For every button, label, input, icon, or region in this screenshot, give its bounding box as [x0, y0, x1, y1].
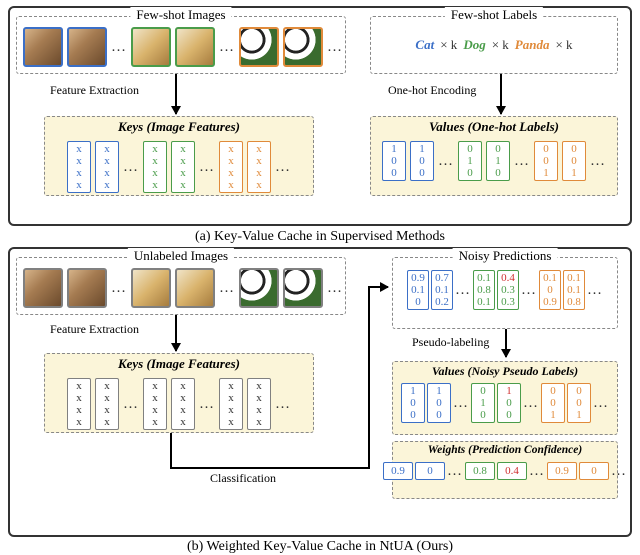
weight-cell: 0.9	[383, 462, 413, 480]
key-vec: xxxx	[219, 141, 243, 193]
key-vec: xxxx	[67, 378, 91, 430]
cat-label: Cat	[415, 37, 434, 53]
values-box-a: Values (One-hot Labels) 100 100 … 010 01…	[370, 116, 618, 196]
fewshot-images-box: Few-shot Images … … …	[16, 16, 346, 74]
panel-a: Few-shot Images … … … Few-shot Labels Ca…	[8, 6, 632, 226]
pseudo-vec: 100	[427, 383, 451, 423]
pseudo-vec: 001	[567, 383, 591, 423]
unlabeled-thumb	[23, 268, 63, 308]
unlabeled-thumb	[283, 268, 323, 308]
keys-box-b: Keys (Image Features) xxxx xxxx … xxxx x…	[44, 353, 314, 433]
arrow-seg	[170, 433, 172, 467]
xk: × k	[492, 37, 509, 53]
key-vec: xxxx	[143, 378, 167, 430]
weights-title: Weights (Prediction Confidence)	[393, 444, 617, 456]
caption-b: (b) Weighted Key-Value Cache in NtUA (Ou…	[0, 539, 640, 555]
key-vec: xxxx	[95, 141, 119, 193]
xk: × k	[440, 37, 457, 53]
pseudo-vec: 001	[541, 383, 565, 423]
dog-thumb	[175, 27, 215, 67]
dog-label: Dog	[463, 37, 485, 53]
dots: …	[111, 39, 127, 56]
noisy-vec: 0.40.30.3	[497, 270, 519, 310]
pseudo-vec: 010	[471, 383, 495, 423]
dots: …	[219, 39, 235, 56]
dog-thumb	[131, 27, 171, 67]
cat-thumb	[67, 27, 107, 67]
panda-thumb	[283, 27, 323, 67]
values-box-b: Values (Noisy Pseudo Labels) 100 100 … 0…	[392, 361, 618, 435]
noisy-preds-box: Noisy Predictions 0.90.10 0.70.10.2 … 0.…	[392, 257, 618, 329]
noisy-vec: 0.90.10	[407, 270, 429, 310]
fewshot-images-title: Few-shot Images	[130, 7, 231, 23]
onehot-vec: 100	[410, 141, 434, 181]
noisy-vec: 0.10.80.1	[473, 270, 495, 310]
weight-cell: 0.8	[465, 462, 495, 480]
pseudo-vec: 100	[497, 383, 521, 423]
arrow-seg	[368, 287, 370, 469]
fewshot-labels-title: Few-shot Labels	[445, 7, 543, 23]
arrow-classification	[368, 286, 388, 288]
key-vec: xxxx	[171, 141, 195, 193]
noisy-preds-title: Noisy Predictions	[453, 248, 558, 264]
unlabeled-thumb	[131, 268, 171, 308]
unlabeled-thumb	[175, 268, 215, 308]
fewshot-labels-box: Few-shot Labels Cat × k Dog × k Panda × …	[370, 16, 618, 74]
key-vec: xxxx	[247, 378, 271, 430]
key-vec: xxxx	[143, 141, 167, 193]
onehot-vec: 010	[486, 141, 510, 181]
xk: × k	[555, 37, 572, 53]
arrow-seg	[170, 467, 370, 469]
panel-b: Unlabeled Images … … … Feature Extractio…	[8, 247, 632, 537]
keys-title-a: Keys (Image Features)	[45, 119, 313, 135]
keys-box-a: Keys (Image Features) xxxx xxxx … xxxx x…	[44, 116, 314, 196]
cat-thumb	[23, 27, 63, 67]
onehot-vec: 100	[382, 141, 406, 181]
caption-a: (a) Key-Value Cache in Supervised Method…	[0, 229, 640, 245]
noisy-vec: 0.10.10.8	[563, 270, 585, 310]
values-title-a: Values (One-hot Labels)	[371, 119, 617, 135]
arrow-feature-extraction-b	[175, 315, 177, 351]
weight-cell: 0.9	[547, 462, 577, 480]
weight-cell: 0	[579, 462, 609, 480]
key-vec: xxxx	[171, 378, 195, 430]
weight-cell: 0.4	[497, 462, 527, 480]
feature-extraction-label: Feature Extraction	[50, 83, 139, 98]
key-vec: xxxx	[67, 141, 91, 193]
unlabeled-thumb	[67, 268, 107, 308]
onehot-vec: 001	[562, 141, 586, 181]
onehot-vec: 010	[458, 141, 482, 181]
arrow-pseudo	[505, 329, 507, 357]
feature-extraction-b-label: Feature Extraction	[50, 322, 139, 337]
key-vec: xxxx	[247, 141, 271, 193]
values-title-b: Values (Noisy Pseudo Labels)	[393, 364, 617, 379]
unlabeled-images-box: Unlabeled Images … … …	[16, 257, 346, 315]
key-vec: xxxx	[95, 378, 119, 430]
unlabeled-thumb	[239, 268, 279, 308]
weight-cell: 0	[415, 462, 445, 480]
onehot-vec: 001	[534, 141, 558, 181]
dots: …	[327, 39, 343, 56]
keys-title-b: Keys (Image Features)	[45, 356, 313, 372]
noisy-vec: 0.70.10.2	[431, 270, 453, 310]
onehot-label: One-hot Encoding	[388, 83, 476, 98]
classification-label: Classification	[210, 471, 276, 486]
noisy-vec: 0.100.9	[539, 270, 561, 310]
arrow-feature-extraction	[175, 74, 177, 114]
key-vec: xxxx	[219, 378, 243, 430]
panda-label: Panda	[515, 37, 550, 53]
panda-thumb	[239, 27, 279, 67]
weights-box: Weights (Prediction Confidence) 0.9 0 … …	[392, 441, 618, 499]
unlabeled-title: Unlabeled Images	[128, 248, 234, 264]
pseudo-vec: 100	[401, 383, 425, 423]
arrow-onehot	[500, 74, 502, 114]
pseudo-label: Pseudo-labeling	[412, 335, 489, 350]
